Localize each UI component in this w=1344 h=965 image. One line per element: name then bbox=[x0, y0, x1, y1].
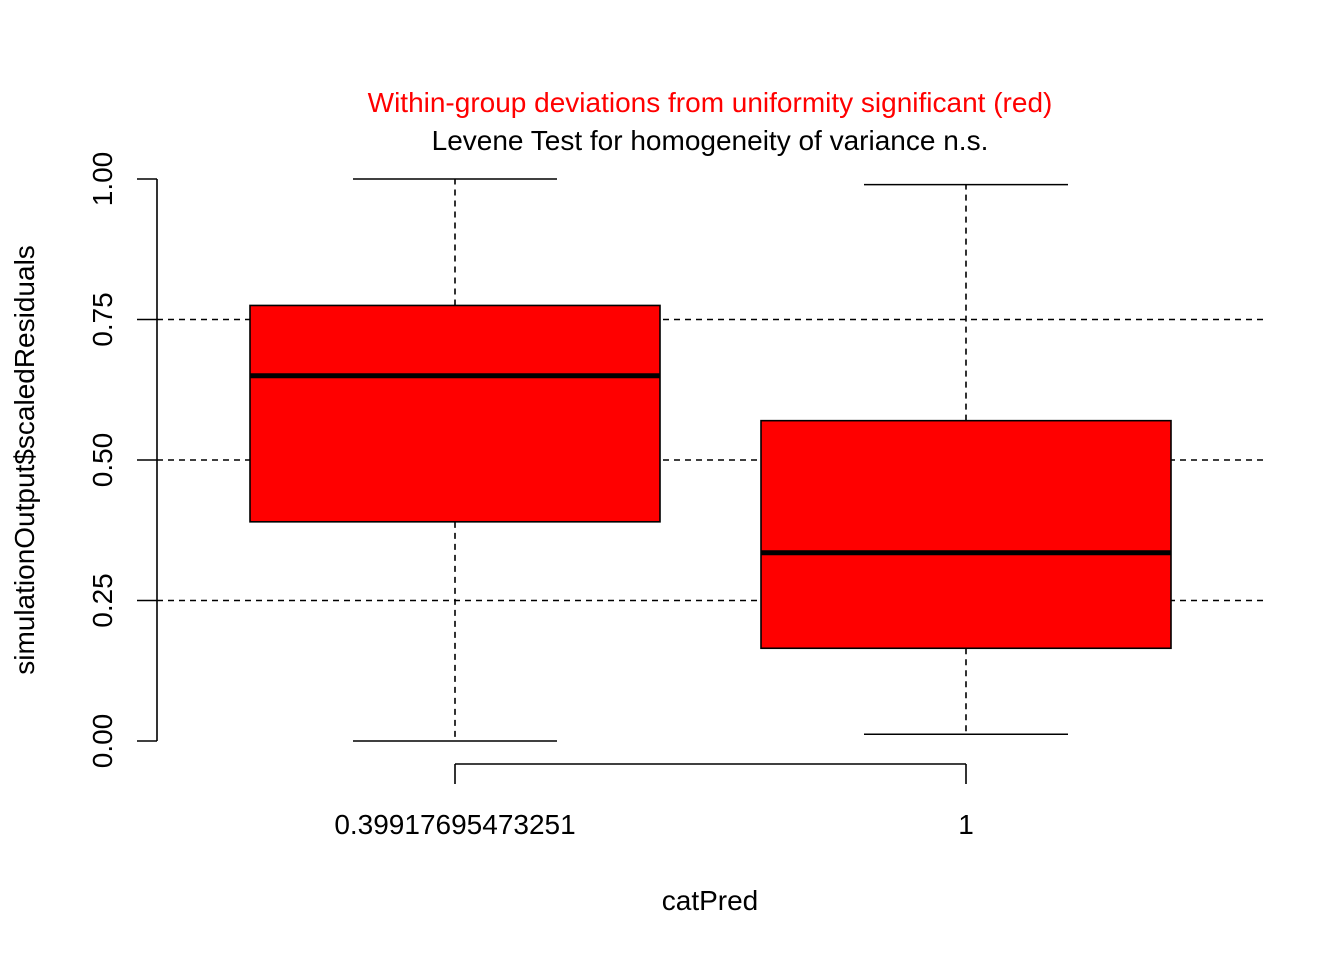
y-axis-label: simulationOutput$scaledResiduals bbox=[9, 245, 40, 675]
y-axis: 0.00 0.25 0.50 0.75 1.00 bbox=[87, 152, 158, 769]
y-tick-label: 0.75 bbox=[87, 292, 118, 347]
boxes bbox=[249, 178, 1172, 742]
x-tick-label: 1 bbox=[958, 809, 974, 840]
y-tick-label: 0.50 bbox=[87, 433, 118, 488]
box-iqr bbox=[760, 419, 1172, 650]
y-tick-label: 1.00 bbox=[87, 152, 118, 207]
chart-subtitle: Levene Test for homogeneity of variance … bbox=[432, 125, 989, 156]
grid-lines bbox=[157, 318, 1264, 602]
y-tick-label: 0.25 bbox=[87, 573, 118, 628]
box-group bbox=[760, 183, 1172, 736]
chart-title: Within-group deviations from uniformity … bbox=[368, 87, 1053, 118]
x-axis-label: catPred bbox=[662, 885, 759, 916]
x-tick-label: 0.39917695473251 bbox=[334, 809, 575, 840]
y-tick-label: 0.00 bbox=[87, 714, 118, 769]
box-group bbox=[249, 178, 661, 742]
box-iqr bbox=[249, 304, 661, 523]
x-axis: 0.39917695473251 1 bbox=[334, 763, 974, 840]
